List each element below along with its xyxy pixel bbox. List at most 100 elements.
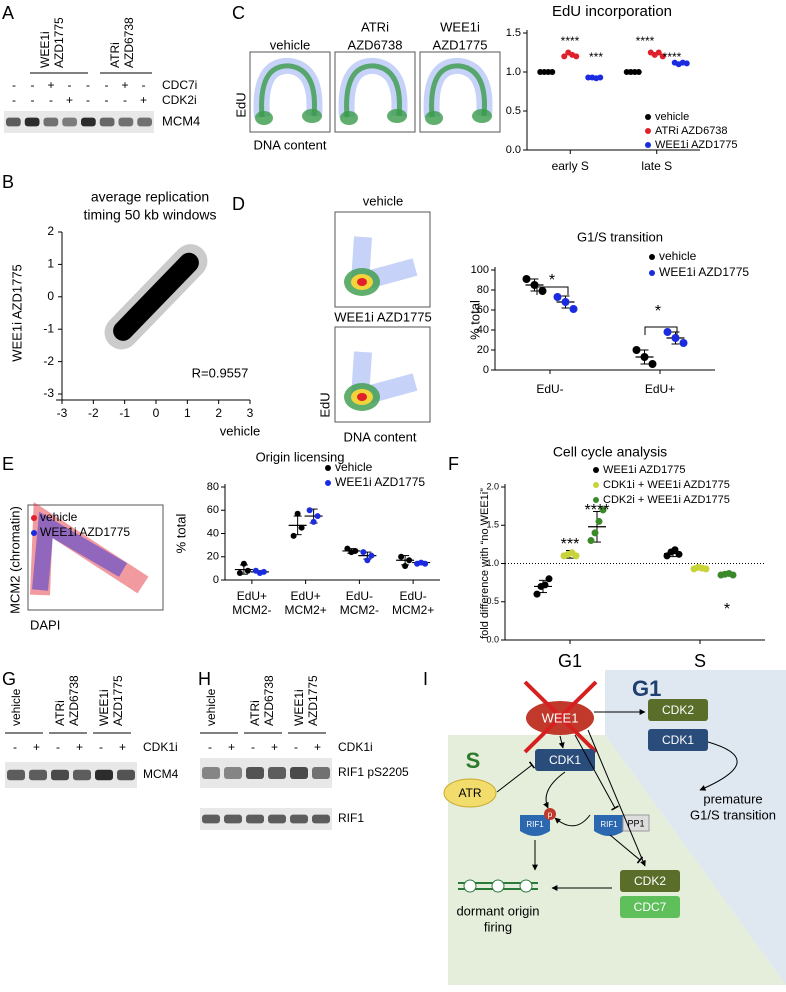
y-tick-label: 40	[477, 324, 489, 336]
data-point	[671, 334, 680, 342]
y-tick-label: 20	[477, 344, 489, 356]
panel-label: F	[448, 454, 459, 474]
legend-label: WEE1i AZD1775	[655, 139, 738, 151]
label: RIF1 pS2205	[338, 765, 409, 779]
sign: -	[123, 93, 127, 107]
sign: -	[86, 78, 90, 92]
arrow	[543, 771, 566, 809]
panel-label: E	[2, 454, 14, 474]
density	[302, 109, 322, 123]
node-label: PP1	[627, 818, 644, 828]
density	[259, 63, 317, 118]
sign: +	[47, 78, 54, 92]
x-tick-label: EdU-	[399, 589, 426, 603]
chart-title: Origin licensing	[256, 449, 345, 464]
sign: +	[271, 740, 278, 754]
label: DNA content	[254, 137, 327, 152]
data-point	[533, 590, 541, 598]
band	[29, 769, 47, 781]
chart-title: average replication	[91, 189, 209, 205]
density	[344, 63, 402, 118]
y-tick-label: 60	[207, 504, 219, 516]
data-point	[675, 550, 683, 558]
data-point	[553, 293, 562, 301]
annotation: ****	[663, 50, 682, 64]
band	[290, 767, 308, 779]
sign: +	[314, 740, 321, 754]
band	[117, 769, 135, 781]
label: AZD6738	[122, 17, 136, 68]
sign: -	[105, 93, 109, 107]
data-point	[545, 575, 553, 583]
label: % total	[467, 300, 482, 340]
label: ATRi	[108, 42, 122, 68]
data-point	[541, 581, 549, 589]
y-tick-label: 20	[207, 551, 219, 563]
rif1-node	[520, 815, 550, 836]
sign: -	[251, 740, 255, 754]
label: ATRi	[248, 700, 262, 726]
sign: +	[119, 740, 126, 754]
x-tick-label: EdU-	[346, 589, 373, 603]
sign: -	[31, 78, 35, 92]
panel-label: A	[2, 3, 14, 23]
label: ATRi	[53, 700, 67, 726]
sign: +	[66, 93, 73, 107]
node-label: RIF1	[600, 820, 618, 829]
label: CDK2i	[162, 93, 197, 107]
phase-label: G1	[632, 676, 661, 701]
label: fold difference with “no WEE1i”	[479, 488, 491, 639]
label: AZD6738	[348, 37, 403, 52]
legend-label: WEE1i AZD1775	[335, 475, 425, 489]
y-tick-label: 2	[47, 224, 54, 238]
label: vehicle	[40, 510, 78, 524]
origin	[519, 879, 533, 893]
band	[99, 117, 115, 127]
band	[268, 814, 286, 824]
data-point	[671, 546, 679, 554]
data-point	[591, 529, 599, 537]
data-point	[648, 360, 657, 368]
legend-label: vehicle	[655, 111, 689, 123]
y-tick-label: 80	[477, 284, 489, 296]
label: vehicle	[270, 37, 310, 52]
density	[32, 511, 128, 591]
annotation: *	[549, 272, 555, 289]
x-tick-label: EdU+	[645, 382, 675, 396]
cdk1-node	[648, 729, 708, 751]
y-tick-label: 100	[471, 264, 489, 276]
sign: -	[142, 78, 146, 92]
blot	[200, 808, 332, 830]
sign: -	[105, 78, 109, 92]
legend-dot	[593, 497, 599, 503]
legend-label: ATRi AZD6738	[655, 125, 728, 137]
data-point	[244, 567, 251, 574]
legend-dot	[649, 270, 655, 276]
legend-label: CDK1i + WEE1i AZD1775	[603, 479, 730, 491]
band	[81, 117, 96, 127]
x-tick-label: EdU+	[290, 589, 320, 603]
density	[357, 393, 367, 401]
x-tick-label: G1	[558, 651, 582, 671]
annotation: ****	[561, 34, 580, 48]
panel-label: C	[232, 3, 245, 23]
annotation: *	[724, 601, 730, 618]
y-tick-label: 0	[213, 574, 219, 586]
data-point	[294, 510, 301, 517]
x-tick-label: MCM2+	[392, 603, 434, 617]
data-point	[406, 557, 413, 564]
flow-plot	[334, 211, 431, 308]
data-point	[635, 69, 642, 75]
y-tick-label: 0.5	[486, 596, 499, 606]
legend-dot	[31, 515, 37, 521]
label: WEE1i AZD1775	[9, 264, 24, 362]
y-tick-label: -1	[43, 321, 54, 335]
data-point	[659, 53, 666, 60]
label: AZD1775	[306, 675, 320, 726]
label: vehicle	[363, 193, 403, 208]
band	[224, 814, 242, 824]
y-tick-label: 40	[207, 527, 219, 539]
band	[312, 767, 330, 779]
legend-label: vehicle	[659, 249, 697, 263]
